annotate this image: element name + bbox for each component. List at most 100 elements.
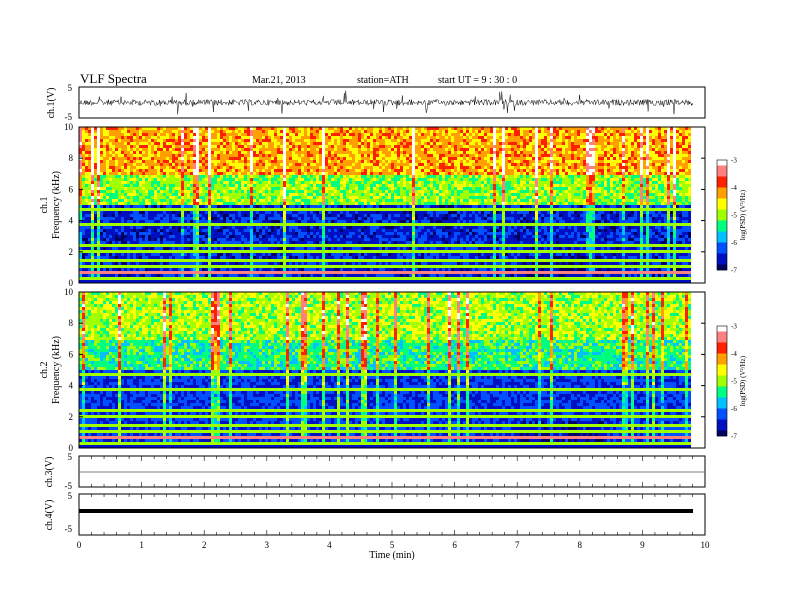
spectrogram-cell (85, 136, 88, 139)
spectrogram-cell (79, 238, 82, 241)
spectrogram-cell (199, 271, 202, 274)
spectrogram-cell (142, 193, 145, 196)
spectrogram-cell (364, 169, 367, 172)
spectrogram-cell (364, 148, 367, 151)
spectrogram-cell (148, 196, 151, 199)
spectrogram-cell (127, 250, 130, 253)
spectrogram-cell (283, 136, 286, 139)
spectrogram-cell (187, 262, 190, 265)
spectrogram-cell (154, 220, 157, 223)
spectrogram-cell (133, 220, 136, 223)
spectrogram-cell (169, 160, 172, 163)
spectrogram-cell (136, 169, 139, 172)
spectrogram-cell (316, 163, 319, 166)
spectrogram-cell (325, 247, 328, 250)
spectrogram-cell (106, 262, 109, 265)
spectrogram-cell (163, 238, 166, 241)
spectrogram-cell (334, 250, 337, 253)
spectrogram-cell (319, 130, 322, 133)
spectrogram-cell (364, 226, 367, 229)
spectrogram-cell (244, 256, 247, 259)
spectrogram-cell (136, 145, 139, 148)
spectrogram-cell (229, 202, 232, 205)
spectrogram-cell (100, 187, 103, 190)
spectrogram-cell (226, 265, 229, 268)
spectrogram-cell (265, 178, 268, 181)
spectrogram-cell (259, 265, 262, 268)
spectrogram-cell (226, 274, 229, 277)
spectrogram-cell (262, 235, 265, 238)
spectrogram-cell (301, 190, 304, 193)
spectrogram-cell (106, 220, 109, 223)
spectrogram-cell (283, 202, 286, 205)
spectrogram-cell (328, 277, 331, 280)
spectrogram-cell (178, 142, 181, 145)
spectrogram-cell (331, 157, 334, 160)
spectrogram-cell (310, 142, 313, 145)
spectrogram-cell (205, 268, 208, 271)
spectrogram-cell (265, 142, 268, 145)
spectrogram-cell (100, 232, 103, 235)
spectrogram-cell (223, 187, 226, 190)
spectrogram-cell (94, 178, 97, 181)
spectrogram-cell (133, 265, 136, 268)
spectrogram-cell (124, 253, 127, 256)
spectrogram-cell (157, 196, 160, 199)
spectrogram-cell (256, 166, 259, 169)
spectrogram-cell (121, 280, 124, 283)
spectrogram-cell (175, 163, 178, 166)
ch1-spectrogram (79, 127, 705, 283)
spectrogram-cell (265, 262, 268, 265)
spectrogram-cell (151, 127, 154, 130)
spectrogram-cell (139, 223, 142, 226)
spectrogram-cell (79, 172, 82, 175)
spectrogram-cell (184, 271, 187, 274)
spectrogram-cell (289, 250, 292, 253)
spectrogram-cell (265, 220, 268, 223)
spectrogram-cell (247, 205, 250, 208)
spectrogram-cell (337, 277, 340, 280)
spectrogram-cell (79, 229, 82, 232)
spectrogram-cell (226, 139, 229, 142)
spectrogram-cell (127, 217, 130, 220)
spectrogram-cell (244, 175, 247, 178)
spectrogram-cell (91, 163, 94, 166)
spectrogram-cell (133, 196, 136, 199)
spectrogram-cell (151, 136, 154, 139)
spectrogram-cell (256, 250, 259, 253)
spectrogram-cell (163, 208, 166, 211)
spectrogram-cell (139, 262, 142, 265)
spectrogram-cell (340, 220, 343, 223)
spectrogram-cell (181, 199, 184, 202)
spectrogram-cell (292, 208, 295, 211)
spectrogram-cell (109, 151, 112, 154)
spectrogram-cell (202, 253, 205, 256)
spectrogram-cell (208, 214, 211, 217)
spectrogram-cell (217, 277, 220, 280)
spectrogram-cell (340, 151, 343, 154)
spectrogram-cell (97, 250, 100, 253)
spectrogram-cell (91, 271, 94, 274)
spectrogram-cell (88, 262, 91, 265)
spectrogram-cell (217, 172, 220, 175)
spectrogram-cell (199, 280, 202, 283)
spectrogram-cell (247, 214, 250, 217)
spectrogram-cell (271, 232, 274, 235)
spectrogram-cell (196, 199, 199, 202)
spectrogram-cell (232, 193, 235, 196)
spectrogram-cell (160, 238, 163, 241)
spectrogram-cell (112, 250, 115, 253)
spectrogram-cell (361, 217, 364, 220)
spectrogram-cell (193, 256, 196, 259)
spectrogram-cell (217, 157, 220, 160)
spectrogram-cell (274, 148, 277, 151)
spectrogram-cell (259, 157, 262, 160)
spectrogram-cell (343, 214, 346, 217)
spectrogram-cell (292, 268, 295, 271)
spectrogram-cell (196, 235, 199, 238)
spectrogram-cell (259, 211, 262, 214)
spectrogram-cell (142, 262, 145, 265)
spectrogram-cell (364, 181, 367, 184)
spectrogram-cell (160, 130, 163, 133)
spectrogram-cell (307, 265, 310, 268)
